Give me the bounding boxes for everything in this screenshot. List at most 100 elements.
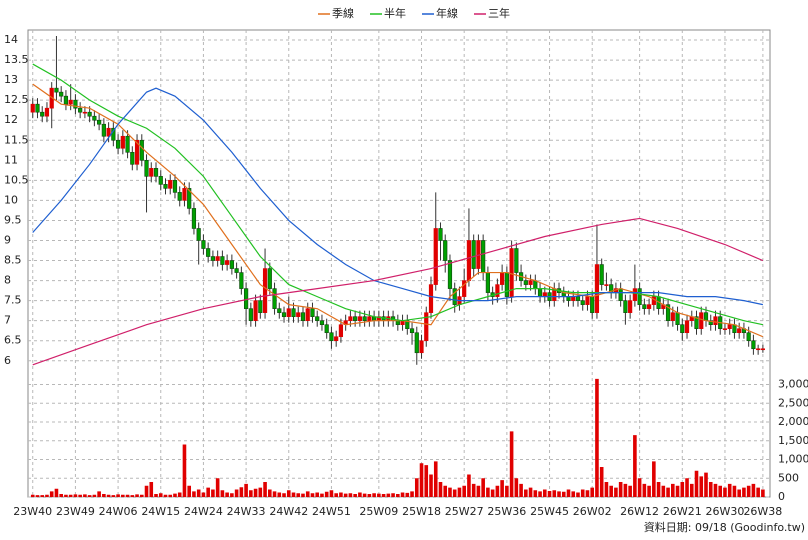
volume-bar	[637, 478, 642, 497]
candle-body	[243, 288, 249, 309]
y-tick-label: 6.5	[4, 334, 22, 347]
x-tick-label: 26W12	[620, 505, 659, 518]
candle-body	[319, 320, 325, 325]
candle-body	[590, 296, 595, 313]
volume-bar	[173, 493, 177, 497]
candle-body	[623, 300, 628, 313]
candle-body	[106, 127, 111, 137]
candle-body	[63, 95, 69, 105]
volume-bar	[268, 489, 272, 497]
volume-bar	[642, 483, 647, 497]
candle-body	[281, 312, 287, 317]
volume-bar	[187, 485, 192, 497]
volume-bar	[618, 482, 623, 497]
candle-body	[485, 272, 490, 293]
candle-body	[30, 103, 35, 113]
volume-bar	[400, 492, 405, 497]
candle-body	[528, 280, 533, 285]
x-tick-label: 24W15	[141, 505, 180, 518]
candle-body	[419, 340, 424, 354]
volume-bar	[154, 494, 158, 497]
volume-bar	[97, 491, 101, 497]
candle-body	[348, 316, 353, 321]
candle-body	[201, 240, 206, 249]
candle-body	[405, 320, 410, 330]
x-tick-label: 25W18	[402, 505, 441, 518]
candle-body	[234, 268, 239, 273]
x-tick-label: 25W09	[359, 505, 398, 518]
candle-body	[760, 348, 765, 351]
volume-bar	[438, 482, 443, 497]
ma-line	[32, 63, 764, 326]
volume-bar	[452, 489, 457, 497]
volume-bar	[372, 493, 376, 497]
candle-body	[618, 288, 623, 301]
candle-body	[78, 107, 83, 113]
volume-bar	[633, 435, 637, 497]
candle-body	[239, 272, 244, 289]
candle-body	[466, 240, 472, 281]
volume-bar	[761, 489, 765, 497]
y-tick-label: 10.5	[4, 173, 29, 186]
candle-body	[727, 324, 732, 330]
volume-bar	[524, 489, 528, 497]
y-tick-label: 8	[4, 274, 11, 287]
candle-body	[272, 288, 277, 309]
volume-bar	[291, 492, 296, 497]
candle-body	[438, 228, 443, 241]
candle-body	[258, 300, 263, 313]
ma-line	[32, 217, 764, 366]
volume-bar	[671, 483, 675, 497]
candle-body	[357, 316, 362, 321]
candle-body	[542, 292, 547, 297]
candle-body	[182, 188, 187, 201]
volume-bar	[391, 493, 395, 497]
candle-body	[495, 284, 500, 297]
candle-body	[82, 111, 87, 114]
volume-bar	[713, 483, 718, 497]
volume-bar	[87, 495, 92, 497]
volume-bar	[571, 491, 576, 497]
candle-body	[409, 328, 415, 334]
volume-bar	[462, 485, 466, 497]
candle-body	[144, 160, 149, 177]
candle-body	[324, 324, 329, 334]
candle-body	[575, 296, 581, 301]
candle-body	[599, 264, 604, 285]
volume-bar	[566, 489, 571, 497]
volume-bar	[429, 474, 433, 497]
candle-body	[139, 139, 144, 161]
candle-body	[225, 260, 230, 265]
candle-body	[594, 264, 600, 313]
volume-bar	[481, 478, 485, 497]
volume-bar	[727, 483, 732, 497]
volume-bar	[490, 489, 495, 497]
candle-body	[253, 300, 258, 321]
volume-bar	[358, 492, 362, 497]
candle-body	[334, 336, 339, 342]
volume-bar	[424, 465, 429, 497]
volume-bar	[751, 483, 756, 497]
legend-label: 季線	[332, 6, 354, 20]
volume-bar	[192, 491, 196, 497]
candle-body	[149, 168, 154, 177]
volume-bar	[64, 494, 68, 497]
ma-line	[32, 87, 764, 306]
volume-bar	[111, 495, 116, 497]
candle-body	[296, 312, 301, 317]
y-tick-label: 13.5	[4, 53, 29, 66]
volume-bar	[685, 478, 689, 497]
y2-tick-label: 2,000	[778, 415, 808, 428]
candle-body	[481, 240, 486, 273]
candle-body	[300, 312, 306, 321]
volume-bar	[35, 495, 40, 497]
volume-bar	[334, 493, 338, 497]
volume-bar	[158, 493, 163, 497]
candle-body	[395, 320, 400, 325]
candle-body	[566, 296, 571, 301]
candle-body	[134, 139, 140, 165]
volume-bar	[196, 489, 201, 497]
volume-bar	[45, 494, 49, 497]
candle-body	[756, 348, 761, 351]
volume-bar	[609, 485, 613, 497]
